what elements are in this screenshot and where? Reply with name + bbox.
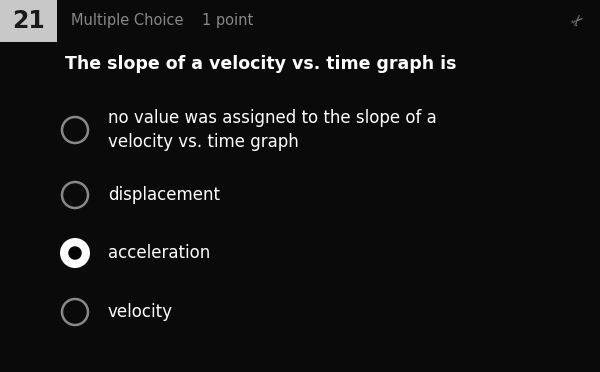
Text: no value was assigned to the slope of a
velocity vs. time graph: no value was assigned to the slope of a … [108,109,437,151]
Text: displacement: displacement [108,186,220,204]
Text: Multiple Choice    1 point: Multiple Choice 1 point [71,13,253,29]
Text: acceleration: acceleration [108,244,210,262]
FancyBboxPatch shape [0,0,57,42]
Text: velocity: velocity [108,303,173,321]
Text: The slope of a velocity vs. time graph is: The slope of a velocity vs. time graph i… [65,55,457,73]
Text: 21: 21 [12,9,45,33]
Circle shape [60,238,90,268]
Text: ✂: ✂ [568,11,588,31]
Circle shape [68,246,82,260]
